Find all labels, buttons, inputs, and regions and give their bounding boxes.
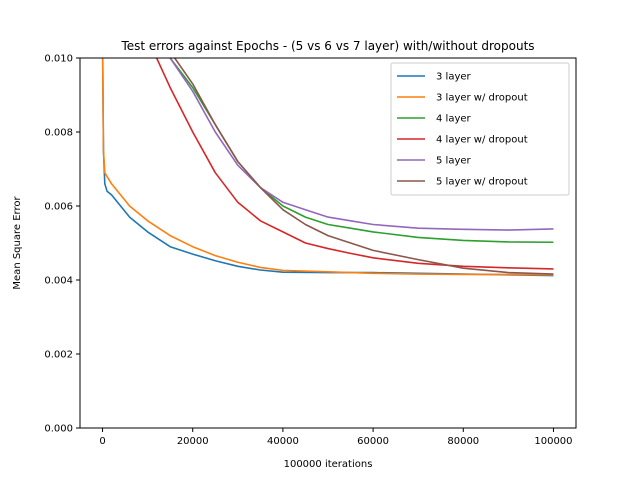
x-tick-label: 40000	[267, 436, 299, 447]
y-tick-label: 0.000	[44, 424, 73, 435]
x-tick-label: 100000	[534, 436, 572, 447]
x-tick-label: 80000	[447, 436, 479, 447]
series-layer	[101, 58, 554, 277]
y-tick-label: 0.010	[44, 54, 73, 65]
x-tick-label: 20000	[177, 436, 209, 447]
series-line-2	[101, 58, 554, 276]
y-tick-label: 0.006	[44, 202, 73, 213]
legend-label-5: 5 layer	[436, 156, 472, 167]
legend-label-4: 4 layer w/ dropout	[436, 135, 528, 146]
plot-frame	[79, 57, 577, 429]
y-axis-label: Mean Square Error	[12, 196, 23, 290]
x-axis-label: 100000 iterations	[284, 459, 373, 470]
y-tick-label: 0.008	[44, 128, 73, 139]
legend-box	[390, 62, 570, 196]
y-tick-label: 0.004	[44, 276, 73, 287]
series-line-6	[174, 58, 554, 275]
series-line-5	[169, 58, 554, 231]
legend: 3 layer 3 layer w/ dropout 4 layer 4 layer …	[390, 62, 570, 196]
legend-label-3: 4 layer	[436, 114, 472, 125]
x-axis: 0 20000 40000 60000 80000 100000	[99, 428, 573, 447]
y-axis: 0.000 0.002 0.004 0.006 0.008 0.010	[44, 54, 80, 435]
legend-label-2: 3 layer w/ dropout	[436, 93, 528, 104]
legend-label-6: 5 layer w/ dropout	[436, 177, 528, 188]
x-tick-label: 60000	[357, 436, 389, 447]
x-tick-label: 0	[99, 436, 105, 447]
legend-label-1: 3 layer	[436, 72, 472, 83]
chart-title: Test errors against Epochs - (5 vs 6 vs …	[120, 39, 534, 53]
y-tick-label: 0.002	[44, 350, 73, 361]
